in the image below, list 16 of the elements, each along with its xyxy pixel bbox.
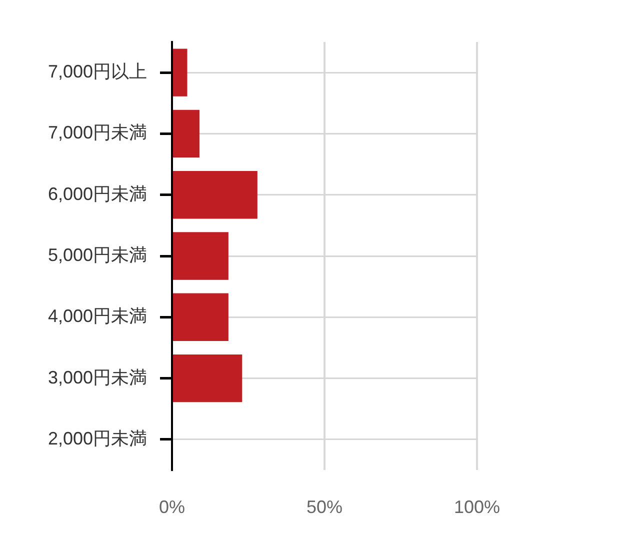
y-tick-label: 4,000円未満	[48, 306, 147, 326]
x-tick-label: 0%	[158, 496, 186, 517]
bar	[173, 171, 258, 219]
bar	[173, 232, 228, 280]
y-tick-label: 7,000円未満	[48, 122, 147, 143]
bar	[173, 293, 228, 341]
x-tick-label: 100%	[454, 496, 500, 517]
y-tick-label: 5,000円未満	[48, 244, 147, 265]
bar	[173, 110, 200, 158]
bar	[173, 48, 188, 96]
y-tick-label: 7,000円以上	[48, 62, 147, 82]
y-tick-label: 3,000円未満	[48, 367, 147, 388]
y-tick-label: 2,000円未満	[48, 428, 147, 448]
x-tick-label: 50%	[306, 496, 343, 517]
bar	[173, 354, 242, 402]
y-tick-label: 6,000円未満	[48, 184, 147, 204]
